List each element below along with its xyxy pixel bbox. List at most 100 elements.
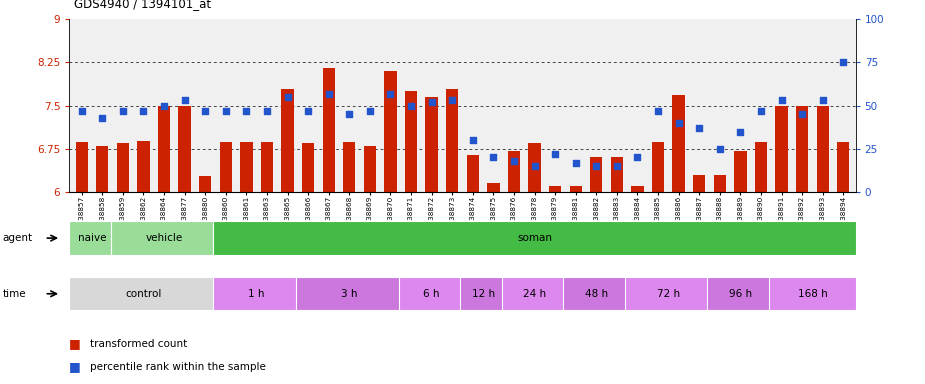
Bar — [487, 184, 500, 192]
Bar — [214, 222, 856, 255]
Text: 168 h: 168 h — [797, 289, 827, 299]
Bar — [652, 142, 664, 192]
Bar — [343, 142, 355, 192]
Point — [116, 108, 130, 114]
Text: naive: naive — [78, 233, 106, 243]
Bar — [796, 106, 808, 192]
Bar — [179, 106, 191, 192]
Bar — [693, 175, 706, 192]
Point — [445, 98, 460, 104]
Bar — [281, 89, 294, 192]
Point — [95, 115, 110, 121]
Point — [363, 108, 377, 114]
Bar — [219, 142, 232, 192]
Point — [507, 158, 522, 164]
Bar — [137, 141, 150, 192]
Bar — [111, 222, 217, 255]
Point — [403, 103, 418, 109]
Text: 3 h: 3 h — [341, 289, 358, 299]
Point — [692, 125, 707, 131]
Point — [610, 163, 624, 169]
Text: agent: agent — [3, 233, 33, 243]
Bar — [446, 89, 459, 192]
Text: 72 h: 72 h — [657, 289, 680, 299]
Bar — [240, 142, 253, 192]
Bar — [672, 95, 684, 192]
Bar — [837, 142, 849, 192]
Point — [836, 60, 851, 66]
Point — [733, 128, 747, 135]
Text: time: time — [3, 289, 27, 299]
Text: vehicle: vehicle — [145, 233, 182, 243]
Bar — [384, 71, 397, 192]
Point — [198, 108, 213, 114]
Point — [239, 108, 253, 114]
Point — [630, 154, 645, 161]
Point — [342, 111, 357, 118]
Bar — [261, 142, 273, 192]
Bar — [770, 277, 856, 310]
Text: 48 h: 48 h — [585, 289, 608, 299]
Bar — [214, 277, 300, 310]
Point — [486, 154, 500, 161]
Point — [795, 111, 809, 118]
Point — [815, 98, 830, 104]
Point — [280, 94, 295, 100]
Point — [425, 99, 439, 105]
Bar — [508, 151, 520, 192]
Text: transformed count: transformed count — [90, 339, 187, 349]
Point — [74, 108, 89, 114]
Bar — [461, 277, 506, 310]
Point — [568, 160, 583, 166]
Text: ■: ■ — [69, 337, 81, 350]
Bar — [364, 146, 376, 192]
Bar — [713, 175, 726, 192]
Bar — [69, 222, 115, 255]
Text: control: control — [125, 289, 162, 299]
Bar — [755, 142, 767, 192]
Bar — [501, 277, 567, 310]
Bar — [405, 91, 417, 192]
Point — [548, 151, 562, 157]
Bar — [117, 143, 130, 192]
Point — [650, 108, 665, 114]
Bar — [775, 106, 788, 192]
Point — [712, 146, 727, 152]
Text: percentile rank within the sample: percentile rank within the sample — [90, 362, 265, 372]
Bar — [76, 142, 88, 192]
Bar — [323, 68, 335, 192]
Point — [589, 163, 604, 169]
Point — [774, 98, 789, 104]
Point — [218, 108, 233, 114]
Point — [527, 163, 542, 169]
Point — [465, 137, 480, 143]
Bar — [817, 106, 829, 192]
Bar — [199, 176, 212, 192]
Bar — [69, 277, 217, 310]
Bar — [466, 155, 479, 192]
Bar — [563, 277, 629, 310]
Bar — [570, 186, 582, 192]
Text: ■: ■ — [69, 360, 81, 373]
Text: 1 h: 1 h — [249, 289, 265, 299]
Point — [321, 91, 336, 97]
Bar — [734, 151, 746, 192]
Bar — [158, 106, 170, 192]
Point — [301, 108, 315, 114]
Bar — [610, 157, 623, 192]
Text: GDS4940 / 1394101_at: GDS4940 / 1394101_at — [74, 0, 211, 10]
Text: 24 h: 24 h — [523, 289, 546, 299]
Bar — [96, 146, 108, 192]
Bar — [590, 157, 602, 192]
Bar — [528, 143, 541, 192]
Text: 6 h: 6 h — [424, 289, 440, 299]
Point — [672, 120, 686, 126]
Point — [178, 98, 192, 104]
Point — [383, 91, 398, 97]
Bar — [426, 97, 438, 192]
Text: 12 h: 12 h — [472, 289, 495, 299]
Bar — [296, 277, 402, 310]
Bar — [625, 277, 711, 310]
Bar — [631, 186, 644, 192]
Point — [754, 108, 769, 114]
